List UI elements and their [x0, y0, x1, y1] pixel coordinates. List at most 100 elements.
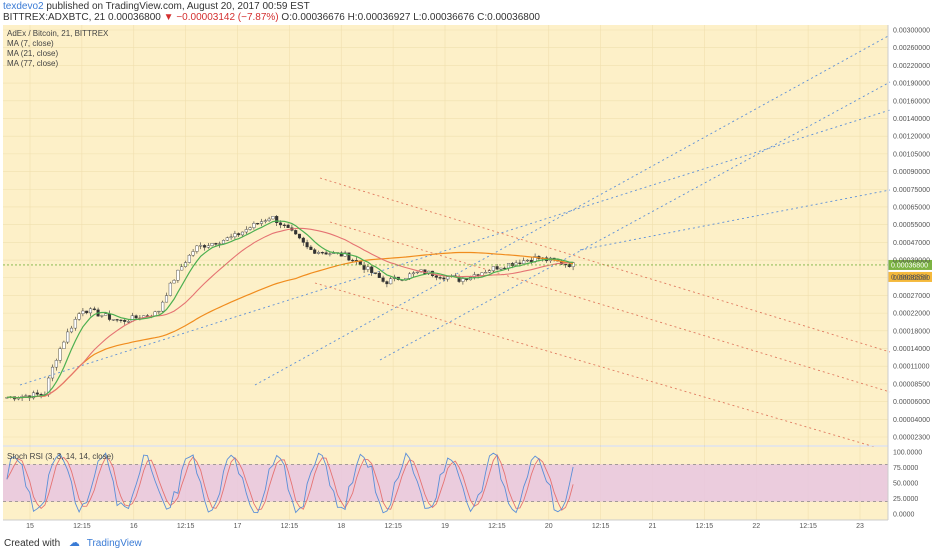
price-tick-label: 0.00065000 [893, 204, 930, 211]
candle-body [411, 272, 416, 275]
candle-body [88, 308, 93, 314]
candle-body [180, 266, 184, 271]
candle-body [237, 233, 241, 236]
ma7-line [6, 220, 574, 399]
candle-body [446, 276, 450, 280]
price-tick-label: 0.00008500 [893, 381, 930, 388]
candle-body [301, 237, 305, 243]
candle-body [73, 319, 77, 329]
candle-body [100, 315, 104, 317]
time-tick-label: 16 [130, 523, 138, 530]
candle-body [381, 277, 385, 282]
rsi-d-line [6, 454, 574, 511]
legend-ma7: MA (7, close) [7, 39, 54, 48]
trend-line-ascending [19, 109, 891, 386]
candle-body [85, 310, 89, 314]
time-tick-label: 22 [752, 523, 760, 530]
candle-body [58, 348, 62, 361]
price-change: ▼ −0.00003142 (−7.87%) [163, 12, 279, 23]
price-tick-label: 0.00032000 [893, 275, 930, 282]
footer: Created with ☁ TradingView [4, 536, 142, 549]
candle-body [567, 264, 571, 267]
candle-body [161, 301, 165, 312]
legend-title: AdEx / Bitcoin, 21, BITTREX [7, 29, 109, 38]
price-tick-label: 0.00160000 [893, 98, 930, 105]
candle-body [267, 218, 271, 221]
candle-body [366, 266, 370, 270]
time-tick-label: 15 [26, 523, 34, 530]
candle-body [168, 282, 172, 296]
candle-body [191, 251, 195, 256]
rsi-tick-label: 25.0000 [893, 496, 918, 503]
created-with-label: Created with [4, 538, 61, 549]
price-tick-label: 0.00140000 [893, 116, 930, 123]
price-axis[interactable]: 0.00300000 0.00260000 0.00220000 0.00190000… [887, 25, 930, 520]
rsi-tick-label: 75.0000 [893, 465, 918, 472]
price-tick-label: 0.00120000 [893, 134, 930, 141]
price-tick-label: 0.00022000 [893, 311, 930, 318]
last-price: 0.00036800 [108, 12, 161, 23]
candle-body [134, 315, 138, 319]
candle-body [282, 224, 286, 226]
time-tick-label: 17 [234, 523, 242, 530]
candle-body [370, 266, 374, 273]
candle-body [195, 245, 199, 252]
time-tick-label: 23 [856, 523, 864, 530]
username-link[interactable]: texdevo2 [3, 1, 44, 12]
candle-body [294, 230, 298, 235]
candle-body [373, 272, 378, 274]
trend-channels [19, 34, 891, 448]
candle-body [123, 319, 127, 322]
candle-body [522, 260, 526, 264]
ma-price-tag [888, 271, 932, 282]
candle-body [107, 313, 112, 320]
candle-body [126, 321, 131, 323]
rsi-tick-label: 50.0000 [893, 481, 918, 488]
candle-body [229, 236, 233, 238]
candle-body [358, 261, 362, 266]
time-tick-label: 12:15 [799, 523, 817, 530]
moving-averages [6, 220, 574, 399]
candle-body [297, 233, 302, 239]
candle-body [214, 243, 218, 245]
price-tick-label: 0.00260000 [893, 45, 930, 52]
trend-line-ascending [254, 34, 891, 386]
trend-line-descending [314, 282, 876, 448]
price-tick-label: 0.00018000 [893, 328, 930, 335]
legend-rsi: Stoch RSI (3, 3, 14, 14, close) [7, 452, 114, 461]
rsi-tick-label: 0.0000 [893, 512, 915, 519]
candle-body [275, 216, 279, 224]
candle-body [24, 395, 28, 397]
price-tick-label: 0.00190000 [893, 81, 930, 88]
time-tick-label: 20 [545, 523, 553, 530]
candle-body [362, 264, 366, 270]
candle-body [339, 252, 343, 257]
tradingview-link[interactable]: TradingView [86, 538, 142, 549]
time-axis[interactable]: 15 12:15 16 12:15 17 12:15 18 12:15 19 12:15 20 12:… [3, 519, 888, 530]
publish-header: texdevo2 published on TradingView.com, A… [3, 1, 310, 12]
candle-body [408, 273, 412, 279]
price-tick-label: 0.00220000 [893, 63, 930, 70]
trend-line-ascending [379, 81, 891, 361]
candle-body [271, 216, 275, 220]
candle-body [39, 393, 43, 396]
candle-body [343, 252, 347, 257]
candle-body [157, 310, 161, 313]
price-tick-label: 0.00004000 [893, 417, 930, 424]
legend-ma21: MA (21, close) [7, 49, 58, 58]
ohlc-values: O:0.00036676 H:0.00036927 L:0.00036676 C… [281, 12, 540, 23]
candle-body [202, 245, 207, 248]
symbol-name: BITTREX:ADXBTC, 21 [3, 12, 106, 23]
time-tick-label: 12:15 [73, 523, 91, 530]
price-tick-label: 0.00014000 [893, 346, 930, 353]
candle-body [69, 327, 74, 333]
candle-body [563, 263, 568, 266]
candle-body [31, 392, 36, 399]
candle-body [50, 366, 55, 379]
candle-body [35, 392, 39, 395]
publish-info: published on TradingView.com, August 20,… [46, 1, 310, 12]
candle-body [164, 295, 169, 303]
candle-body [305, 242, 309, 248]
candle-body [104, 313, 108, 316]
